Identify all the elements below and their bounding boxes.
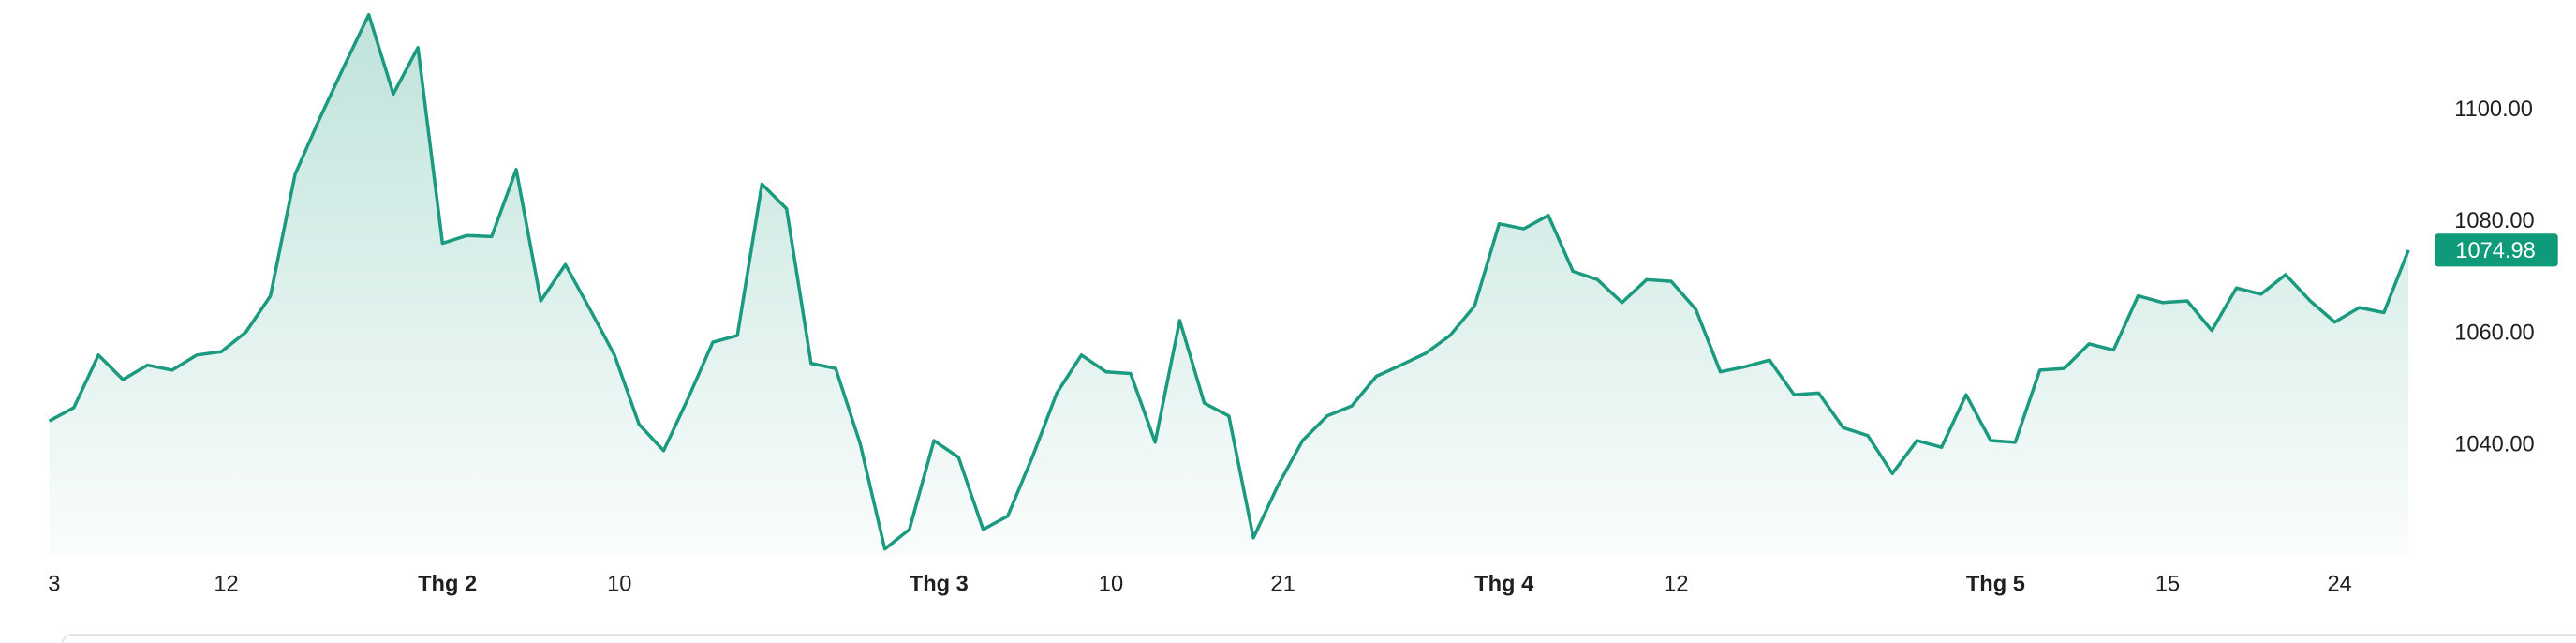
x-tick-label: Thg 4: [1474, 573, 1534, 597]
x-tick-label: 15: [2155, 573, 2180, 597]
x-tick-label: 3: [48, 573, 60, 597]
x-tick-label: 21: [1270, 573, 1295, 597]
x-tick-label: Thg 2: [418, 573, 477, 597]
area-fill: [49, 14, 2409, 558]
y-tick-label: 1060.00: [2454, 321, 2535, 345]
price-line: [48, 12, 2410, 551]
x-tick-label: 12: [214, 573, 238, 597]
x-tick-label: 12: [1664, 573, 1688, 597]
last-value-box: [2435, 233, 2558, 267]
y-tick-label: 1100.00: [2454, 97, 2533, 122]
x-tick-label: Thg 5: [1966, 573, 2025, 597]
x-tick-label: 10: [1099, 573, 1123, 597]
y-tick-label: 1040.00: [2454, 433, 2535, 457]
panel-border: [61, 634, 2576, 643]
y-tick-label: 1080.00: [2454, 209, 2535, 233]
last-value-label: 1074.98: [2455, 239, 2536, 263]
x-tick-label: 24: [2328, 573, 2352, 597]
x-tick-label: Thg 3: [910, 573, 969, 597]
x-tick-label: 10: [607, 573, 631, 597]
